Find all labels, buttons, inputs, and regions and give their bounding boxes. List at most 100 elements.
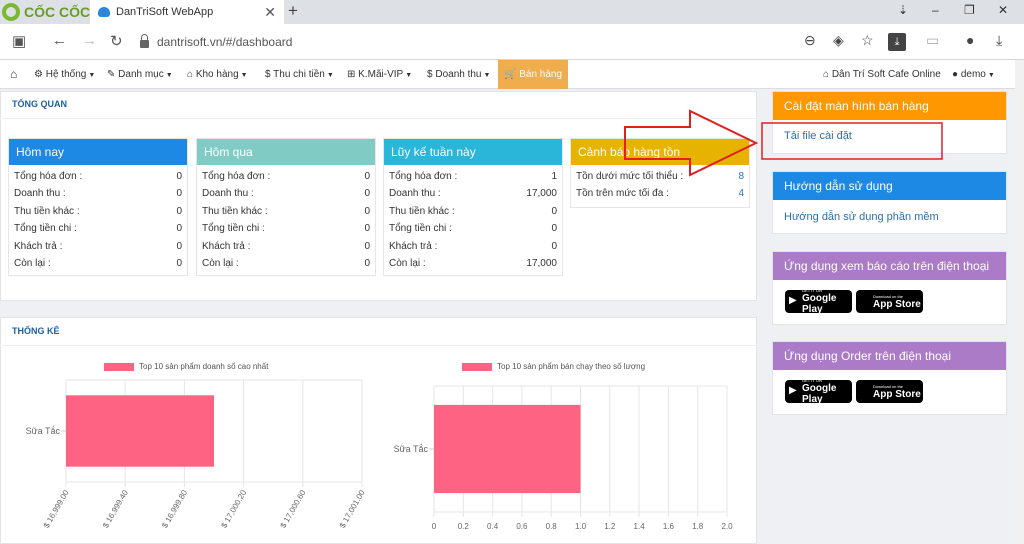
app-store-button[interactable]: Download on the App Store (856, 290, 923, 313)
y-tick-label: Sữa Tắc (26, 426, 61, 436)
store-caption: Download on the (873, 383, 904, 389)
browser-tabbar: CỐC CỐC DanTriSoft WebApp ✕ + ⇣ – ❐ ✕ (0, 0, 1024, 24)
overview-card: Hôm qua Tổng hóa đơn :0 Doanh thu :0 Thu ti… (196, 138, 376, 276)
google-play-button[interactable]: ▶ GET IT ON Google Play (785, 378, 852, 405)
forward-icon[interactable]: → (82, 32, 97, 49)
home-icon[interactable]: ⌂ (10, 67, 18, 81)
stat-value: 0 (364, 223, 370, 235)
stat-value: 0 (176, 240, 182, 252)
nav-label: Bán hàng (519, 69, 563, 80)
stat-row: Tồn trên mức tối đa : 4 (571, 185, 749, 202)
stat-row: Tổng tiền chi : 0 (384, 220, 562, 237)
x-tick-label: $ 17,000.60 (279, 488, 308, 530)
profile-icon[interactable]: ● (966, 32, 975, 48)
x-tick-label: $ 17,000.20 (219, 488, 248, 530)
store-name-link[interactable]: ⌂ Dân Trí Soft Cafe Online (823, 69, 941, 80)
stat-value: 0 (551, 205, 557, 217)
stat-label: Tổng hóa đơn : (14, 171, 83, 182)
browser-menu-button[interactable]: CỐC CỐC (2, 2, 90, 22)
window-close-icon[interactable]: ✕ (998, 3, 1009, 17)
app-store-button[interactable]: Download on the App Store (856, 380, 923, 403)
stat-value: 0 (176, 188, 182, 200)
chart2-legend[interactable]: Top 10 sản phẩm bán chạy theo số lượng (462, 362, 645, 371)
overview-card: Cảnh báo hàng tồn Tồn dưới mức tối thiểu … (570, 138, 750, 208)
overview-card: Lũy kế tuần này Tổng hóa đơn : 1 Doanh thu … (383, 138, 563, 276)
x-tick-label: 2.0 (721, 522, 733, 531)
stat-label: Khách trả : (389, 240, 438, 252)
sidebar-toggle-icon[interactable]: ▣ (12, 33, 27, 50)
nav-thu-chi-tien[interactable]: $ Thu chi tiền ▼ (265, 69, 334, 80)
stat-value: 0 (176, 257, 182, 269)
google-play-icon: ▶ (789, 385, 797, 396)
divider (0, 345, 757, 346)
x-tick-label: $ 17,001.00 (338, 488, 367, 530)
chart1-title: Top 10 sản phẩm doanh số cao nhất (139, 362, 269, 371)
stat-label: Doanh thu : (389, 188, 441, 200)
card-title: Cảnh báo hàng tồn (571, 139, 749, 165)
stat-value: 0 (176, 205, 182, 217)
downloads-icon[interactable]: ⤓ (996, 32, 1003, 48)
shield-icon[interactable]: ◈ (833, 32, 844, 48)
bar (66, 395, 214, 467)
stat-value: 0 (176, 223, 182, 235)
minimize-icon[interactable]: – (932, 3, 939, 17)
stat-row: Khách trả : 0 (197, 238, 375, 255)
page-scrollbar[interactable] (1015, 60, 1024, 544)
new-tab-button[interactable]: + (288, 1, 298, 20)
x-tick-label: 1.0 (575, 522, 587, 531)
stat-value: 17,000 (526, 188, 557, 200)
stat-row: Thu tiền khác : 0 (197, 203, 375, 220)
back-icon[interactable]: ← (52, 32, 67, 49)
lock-icon (140, 34, 149, 48)
stat-row: Còn lại : 0 (9, 255, 187, 272)
user-menu[interactable]: ● demo ▼ (952, 69, 995, 80)
download-settings-link[interactable]: Tải file cài đặt (784, 130, 852, 142)
nav-kho-hang[interactable]: ⌂ Kho hàng ▼ (187, 69, 248, 80)
maximize-icon[interactable]: ❐ (964, 3, 975, 17)
tab-list-icon[interactable]: ⇣ (898, 3, 909, 17)
nav-he-thong[interactable]: ⚙ Hệ thống ▼ (34, 69, 96, 80)
settings-panel-title: Cài đặt màn hình bán hàng (773, 92, 1006, 120)
coccoc-logo-icon (2, 3, 20, 21)
stat-row: Thu tiền khác : 0 (9, 203, 187, 220)
stat-value[interactable]: 4 (738, 188, 744, 200)
nav-label: Thu chi tiền (273, 69, 325, 80)
store-caption: Download on the (873, 293, 904, 299)
google-play-button[interactable]: ▶ GET IT ON Google Play (785, 288, 852, 315)
download-extension-icon[interactable]: ⤓ (888, 33, 906, 51)
nav-doanh-thu[interactable]: $ Doanh thu ▼ (427, 69, 491, 80)
nav-label: Doanh thu (435, 69, 482, 80)
report-app-panel: Ứng dụng xem báo cáo trên điện thoại ▶ G… (772, 251, 1007, 325)
chart1-legend[interactable]: Top 10 sản phẩm doanh số cao nhất (104, 362, 268, 371)
stat-value: 0 (551, 223, 557, 235)
stat-value: 1 (551, 171, 557, 182)
bar (434, 404, 581, 494)
stat-label: Tổng tiền chi : (389, 223, 452, 235)
stat-row: Còn lại : 17,000 (384, 255, 562, 272)
user-guide-link[interactable]: Hướng dẫn sử dụng phần mềm (784, 211, 939, 223)
store-name: App Store (873, 388, 921, 400)
bookmark-star-icon[interactable]: ☆ (861, 32, 874, 48)
nav-ban-hang[interactable]: 🛒 Bán hàng (498, 60, 569, 89)
card-title: Hôm nay (9, 139, 187, 165)
extensions-icon[interactable]: ▭ (926, 32, 940, 48)
browser-brand: CỐC CỐC (24, 4, 91, 20)
stat-row: Tổng tiền chi : 0 (197, 220, 375, 237)
stat-label: Doanh thu : (202, 188, 254, 200)
zoom-icon[interactable]: ⊖ (804, 32, 816, 48)
x-tick-label: 1.4 (634, 522, 646, 531)
stat-row: Tồn dưới mức tối thiểu : 8 (571, 168, 749, 185)
legend-swatch (462, 362, 492, 371)
browser-tab[interactable]: DanTriSoft WebApp ✕ (90, 0, 284, 24)
nav-kmai-vip[interactable]: ⊞ K.Mãi-VIP ▼ (347, 69, 413, 80)
close-icon[interactable]: ✕ (264, 3, 276, 20)
nav-danh-muc[interactable]: ✎ Danh mục ▼ (107, 69, 173, 80)
stat-value[interactable]: 8 (738, 171, 744, 182)
stat-label: Tổng hóa đơn : (202, 171, 271, 182)
divider (0, 118, 757, 119)
url-field[interactable]: dantrisoft.vn/#/dashboard (140, 30, 790, 54)
stat-value: 0 (551, 240, 557, 252)
overview-card: Hôm nay Tổng hóa đơn :0 Doanh thu :0 Thu ti… (8, 138, 188, 276)
x-tick-label: 0 (432, 522, 437, 531)
reload-icon[interactable]: ↻ (110, 33, 123, 50)
